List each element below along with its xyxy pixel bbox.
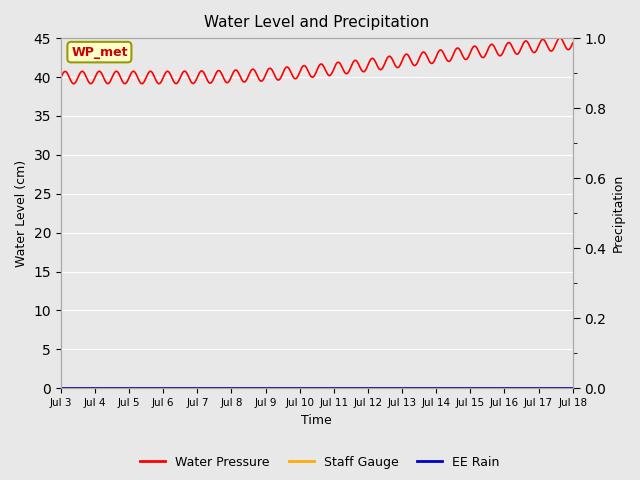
Staff Gauge [358, 385, 366, 391]
Water Pressure [444, 57, 451, 63]
EE Rain [148, 385, 156, 391]
Title: Water Level and Precipitation: Water Level and Precipitation [204, 15, 429, 30]
Water Pressure [57, 75, 65, 81]
Legend: Water Pressure, Staff Gauge, EE Rain: Water Pressure, Staff Gauge, EE Rain [136, 451, 504, 474]
EE Rain [57, 385, 65, 391]
Water Pressure [399, 55, 407, 60]
Water Pressure [70, 81, 77, 87]
Water Pressure [189, 81, 197, 86]
EE Rain [569, 385, 577, 391]
Y-axis label: Water Level (cm): Water Level (cm) [15, 160, 28, 267]
Text: WP_met: WP_met [71, 46, 127, 59]
Staff Gauge [289, 385, 296, 391]
Staff Gauge [148, 385, 156, 391]
Staff Gauge [57, 385, 65, 391]
Water Pressure [569, 40, 577, 46]
Staff Gauge [442, 385, 450, 391]
X-axis label: Time: Time [301, 414, 332, 427]
EE Rain [399, 385, 406, 391]
Water Pressure [556, 35, 564, 41]
EE Rain [442, 385, 450, 391]
Water Pressure [289, 74, 297, 80]
EE Rain [358, 385, 366, 391]
Staff Gauge [189, 385, 196, 391]
Staff Gauge [399, 385, 406, 391]
Staff Gauge [569, 385, 577, 391]
Y-axis label: Precipitation: Precipitation [612, 174, 625, 252]
EE Rain [189, 385, 196, 391]
EE Rain [289, 385, 296, 391]
Line: Water Pressure: Water Pressure [61, 38, 573, 84]
Water Pressure [360, 69, 367, 74]
Water Pressure [148, 70, 156, 75]
